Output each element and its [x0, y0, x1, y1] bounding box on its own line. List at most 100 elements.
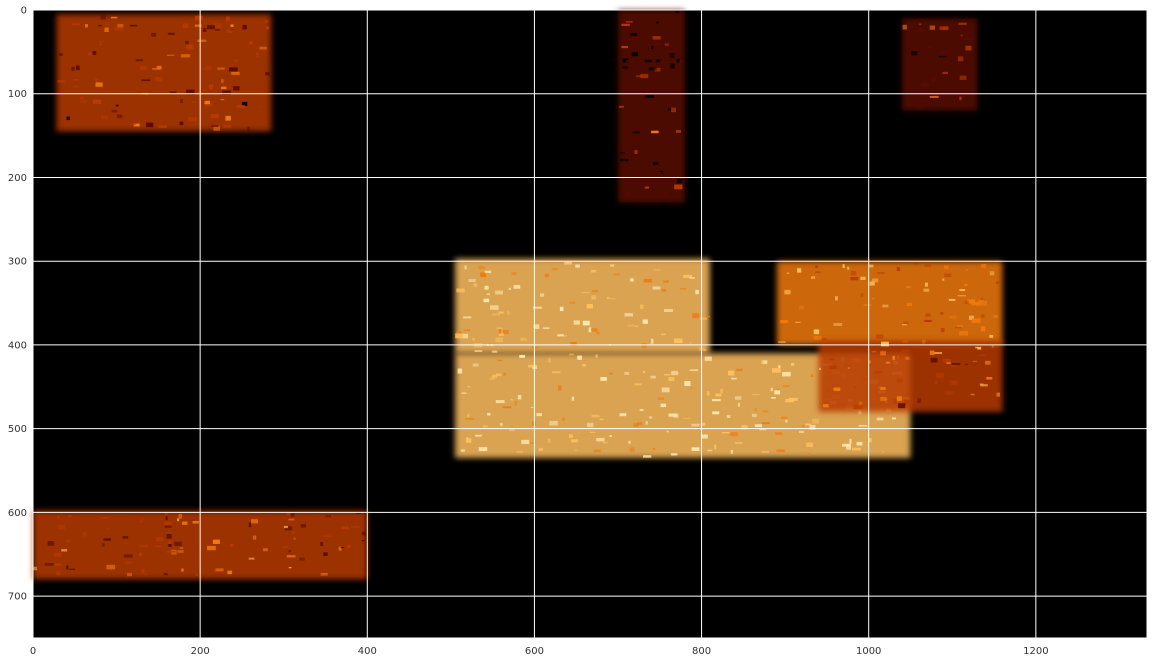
heatmap-speckle [164, 525, 172, 528]
heatmap-speckle [942, 278, 945, 281]
heatmap-speckle [691, 423, 700, 427]
heatmap-speckle [813, 329, 820, 335]
heatmap-speckle [637, 422, 643, 426]
heatmap-speckle [734, 396, 742, 400]
heatmap-speckle [208, 84, 214, 90]
heatmap-speckle [340, 547, 344, 549]
heatmap-speckle [957, 56, 964, 62]
heatmap-speckle [204, 100, 210, 105]
heatmap-speckle [729, 432, 738, 437]
heatmap-speckle [646, 88, 652, 91]
heatmap-speckle [573, 320, 580, 325]
heatmap-speckle [978, 299, 984, 302]
heatmap-speckle [474, 434, 482, 437]
heatmap-speckle [225, 115, 231, 121]
heatmap-speckle [635, 75, 643, 78]
heatmap-speckle [977, 346, 982, 350]
heatmap-speckle [194, 15, 203, 21]
heatmap-speckle [181, 54, 191, 58]
heatmap-speckle [981, 264, 987, 268]
heatmap-speckle [569, 301, 576, 304]
heatmap-speckle [73, 85, 79, 88]
heatmap-speckle [965, 268, 969, 271]
heatmap-speckle [959, 289, 966, 292]
heatmap-speckle [679, 60, 684, 63]
heatmap-speckle [248, 522, 252, 528]
heatmap-speckle [876, 272, 885, 274]
heatmap-speckle [661, 387, 670, 393]
heatmap-speckle [692, 313, 700, 319]
heatmap-speckle [351, 525, 360, 529]
heatmap-speckle [771, 368, 781, 373]
heatmap-speckle [829, 365, 837, 370]
heatmap-speckle [180, 99, 183, 103]
heatmap-speckle [797, 268, 802, 273]
heatmap-speckle [869, 281, 875, 286]
heatmap-speckle [944, 273, 952, 277]
heatmap-speckle [801, 424, 805, 427]
heatmap-speckle [667, 108, 672, 111]
heatmap-speckle [592, 290, 598, 293]
heatmap-speckle [900, 349, 910, 353]
heatmap-speckle [775, 432, 783, 435]
heatmap-speckle [799, 430, 804, 433]
heatmap-speckle [456, 331, 462, 334]
heatmap-speckle [629, 33, 638, 37]
heatmap-speckle [320, 542, 324, 546]
heatmap-speckle [829, 358, 835, 361]
heatmap-speckle [457, 368, 463, 374]
heatmap-speckle [284, 526, 293, 531]
heatmap-speckle [661, 289, 667, 292]
heatmap-speckle [946, 361, 951, 364]
heatmap-speckle [924, 319, 932, 323]
heatmap-speckle [480, 272, 487, 278]
y-tick-label: 500 [8, 424, 27, 435]
heatmap-speckle [104, 23, 110, 26]
heatmap-speckle [487, 412, 491, 416]
heatmap-speckle [124, 561, 133, 564]
heatmap-speckle [179, 121, 184, 126]
heatmap-speckle [489, 377, 495, 381]
heatmap-speckle [156, 65, 162, 70]
heatmap-speckle [122, 535, 129, 539]
heatmap-speckle [71, 23, 81, 26]
heatmap-speckle [689, 369, 699, 371]
heatmap-speckle [155, 76, 163, 82]
heatmap-speckle [511, 272, 517, 276]
heatmap-speckle [212, 23, 222, 29]
heatmap-speckle [872, 278, 879, 283]
heatmap-speckle [188, 117, 198, 122]
heatmap-speckle [664, 43, 669, 46]
heatmap-speckle [649, 416, 653, 419]
heatmap-speckle [726, 415, 731, 418]
heatmap-speckle [649, 340, 652, 342]
heatmap-speckle [286, 512, 294, 516]
heatmap-speckle [495, 337, 503, 343]
heatmap-speckle [991, 345, 994, 348]
heatmap-speckle [117, 23, 124, 28]
heatmap-speckle [809, 424, 816, 430]
heatmap-speckle [935, 381, 938, 384]
heatmap-speckle [784, 289, 791, 295]
heatmap-speckle [642, 319, 648, 324]
heatmap-region [776, 261, 1003, 345]
heatmap-speckle [670, 453, 678, 456]
heatmap-speckle [690, 387, 693, 389]
heatmap-speckle [625, 191, 631, 196]
x-tick-label: 200 [191, 646, 210, 657]
heatmap-speckle [956, 324, 963, 328]
heatmap-speckle [652, 286, 661, 290]
heatmap-speckle [971, 302, 980, 306]
heatmap-speckle [248, 557, 255, 560]
heatmap-speckle [356, 512, 361, 514]
heatmap-speckle [642, 370, 646, 374]
heatmap-speckle [165, 532, 172, 534]
heatmap-speckle [299, 557, 305, 561]
heatmap-speckle [661, 191, 669, 194]
y-tick-label: 200 [8, 173, 27, 184]
heatmap-speckle [56, 570, 61, 576]
heatmap-speckle [859, 401, 863, 407]
heatmap-speckle [609, 372, 614, 375]
heatmap-speckle [735, 368, 743, 372]
heatmap-speckle [206, 25, 216, 30]
